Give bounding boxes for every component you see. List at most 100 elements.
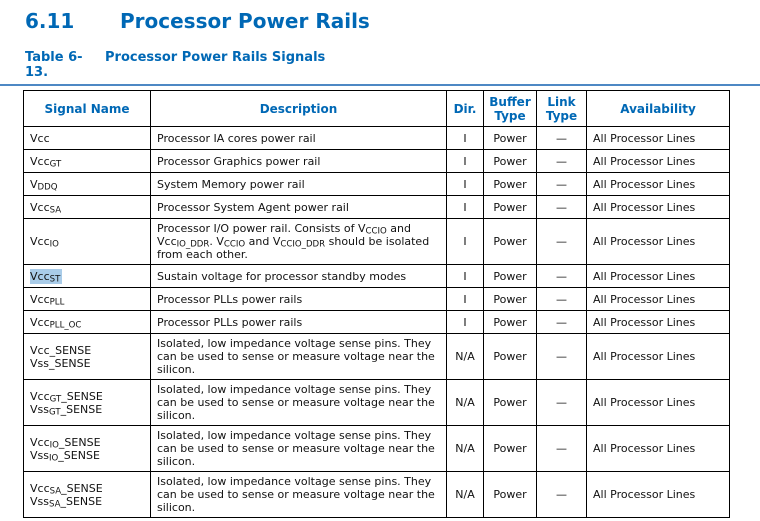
buffer-type-cell: Power [483, 264, 537, 288]
column-header-4: Link Type [536, 90, 587, 127]
direction-cell: N/A [446, 333, 484, 380]
signal-cell: VccST [23, 264, 151, 288]
signal-name: VccGT [30, 154, 62, 170]
signal-cell: VccSA [23, 195, 151, 219]
availability-cell: All Processor Lines [586, 149, 730, 173]
signal-cell: VccGT_SENSE VssGT_SENSE [23, 379, 151, 426]
signal-cell: VccSA_SENSE VssSA_SENSE [23, 471, 151, 518]
signal-name: VccIO [30, 235, 59, 250]
description-cell: Processor System Agent power rail [150, 195, 447, 219]
availability-cell: All Processor Lines [586, 195, 730, 219]
direction-cell: I [446, 195, 484, 219]
table-row: VccPLL_OC Processor PLLs power rails I Powe… [23, 310, 730, 334]
table-caption: Table 6-13. Processor Power Rails Signal… [25, 50, 760, 80]
link-type-cell: — [536, 310, 587, 334]
signal-name: Vcc [30, 131, 50, 145]
link-type-cell: — [536, 287, 587, 311]
availability-cell: All Processor Lines [586, 264, 730, 288]
signal-name: VssSA_SENSE [30, 494, 103, 510]
buffer-type-cell: Power [483, 195, 537, 219]
signal-cell: VccPLL_OC [23, 310, 151, 334]
section-title: Processor Power Rails [120, 9, 370, 33]
direction-cell: I [446, 218, 484, 265]
table-title: Processor Power Rails Signals [105, 50, 326, 65]
buffer-type-cell: Power [483, 471, 537, 518]
buffer-type-cell: Power [483, 149, 537, 173]
table-row: VccPLL Processor PLLs power rails I Power — A… [23, 287, 730, 311]
description-cell: Processor IA cores power rail [150, 126, 447, 150]
description-cell: Processor I/O power rail. Consists of VC… [150, 218, 447, 265]
table-number: Table 6-13. [25, 50, 83, 80]
availability-cell: All Processor Lines [586, 310, 730, 334]
signal-cell: VccIO [23, 218, 151, 265]
signal-name: VccPLL_OC [30, 315, 82, 331]
table-body: Vcc Processor IA cores power rail I Power — A… [23, 126, 730, 518]
signal-cell: VccIO_SENSE VssIO_SENSE [23, 425, 151, 472]
direction-cell: I [446, 264, 484, 288]
buffer-type-cell: Power [483, 425, 537, 472]
column-header-0: Signal Name [23, 90, 151, 127]
availability-cell: All Processor Lines [586, 218, 730, 265]
direction-cell: I [446, 126, 484, 150]
signal-name: VccSA_SENSE [30, 481, 103, 497]
table-row: Vcc_SENSE Vss_SENSE Isolated, low impedanc… [23, 333, 730, 380]
section-number: 6.11 [25, 9, 75, 33]
section-heading: 6.11 Processor Power Rails [25, 10, 760, 33]
availability-cell: All Processor Lines [586, 172, 730, 196]
link-type-cell: — [536, 218, 587, 265]
link-type-cell: — [536, 264, 587, 288]
availability-cell: All Processor Lines [586, 425, 730, 472]
column-header-3: Buffer Type [483, 90, 537, 127]
link-type-cell: — [536, 195, 587, 219]
signal-name: Vcc_SENSE [30, 343, 92, 357]
description-cell: Isolated, low impedance voltage sense pi… [150, 379, 447, 426]
link-type-cell: — [536, 172, 587, 196]
buffer-type-cell: Power [483, 287, 537, 311]
direction-cell: I [446, 310, 484, 334]
column-header-5: Availability [586, 90, 730, 127]
signal-cell: VccPLL [23, 287, 151, 311]
signal-name: VccST [30, 268, 144, 285]
selection-highlight: VccST [30, 268, 63, 285]
table-header: Signal Name Description Dir. Buffer Type Lin… [23, 90, 730, 127]
availability-cell: All Processor Lines [586, 471, 730, 518]
signals-table: Signal Name Description Dir. Buffer Type Lin… [23, 90, 730, 518]
signal-name: Vss_SENSE [30, 356, 91, 370]
link-type-cell: — [536, 379, 587, 426]
signal-name: VssIO_SENSE [30, 448, 100, 464]
availability-cell: All Processor Lines [586, 126, 730, 150]
signal-cell: VDDQ [23, 172, 151, 196]
buffer-type-cell: Power [483, 172, 537, 196]
signal-cell: Vcc_SENSE Vss_SENSE [23, 333, 151, 380]
direction-cell: I [446, 149, 484, 173]
table-row: VccIO_SENSE VssIO_SENSE Isolated, low impe… [23, 425, 730, 472]
table-row: VDDQ System Memory power rail I Power — All P… [23, 172, 730, 196]
description-cell: Isolated, low impedance voltage sense pi… [150, 425, 447, 472]
description-cell: Sustain voltage for processor standby mo… [150, 264, 447, 288]
signal-name: VccPLL [30, 292, 65, 308]
link-type-cell: — [536, 149, 587, 173]
table-row: VccST Sustain voltage for processor stand… [23, 264, 730, 288]
signal-cell: Vcc [23, 126, 151, 150]
signal-name: VccGT_SENSE [30, 389, 103, 405]
description-cell: System Memory power rail [150, 172, 447, 196]
table-row: VccGT Processor Graphics power rail I Power… [23, 149, 730, 173]
availability-cell: All Processor Lines [586, 287, 730, 311]
signal-cell: VccGT [23, 149, 151, 173]
direction-cell: I [446, 172, 484, 196]
table-row: VccGT_SENSE VssGT_SENSE Isolated, low impe… [23, 379, 730, 426]
column-header-2: Dir. [446, 90, 484, 127]
link-type-cell: — [536, 126, 587, 150]
table-row: Vcc Processor IA cores power rail I Power — A… [23, 126, 730, 150]
signal-name: VccSA [30, 200, 62, 216]
availability-cell: All Processor Lines [586, 333, 730, 380]
link-type-cell: — [536, 425, 587, 472]
direction-cell: I [446, 287, 484, 311]
column-header-1: Description [150, 90, 447, 127]
link-type-cell: — [536, 333, 587, 380]
table-row: VccSA Processor System Agent power rail I P… [23, 195, 730, 219]
signal-name: VccIO_SENSE [30, 435, 101, 451]
description-cell: Processor Graphics power rail [150, 149, 447, 173]
buffer-type-cell: Power [483, 379, 537, 426]
table-row: VccIO Processor I/O power rail. Consists … [23, 218, 730, 265]
